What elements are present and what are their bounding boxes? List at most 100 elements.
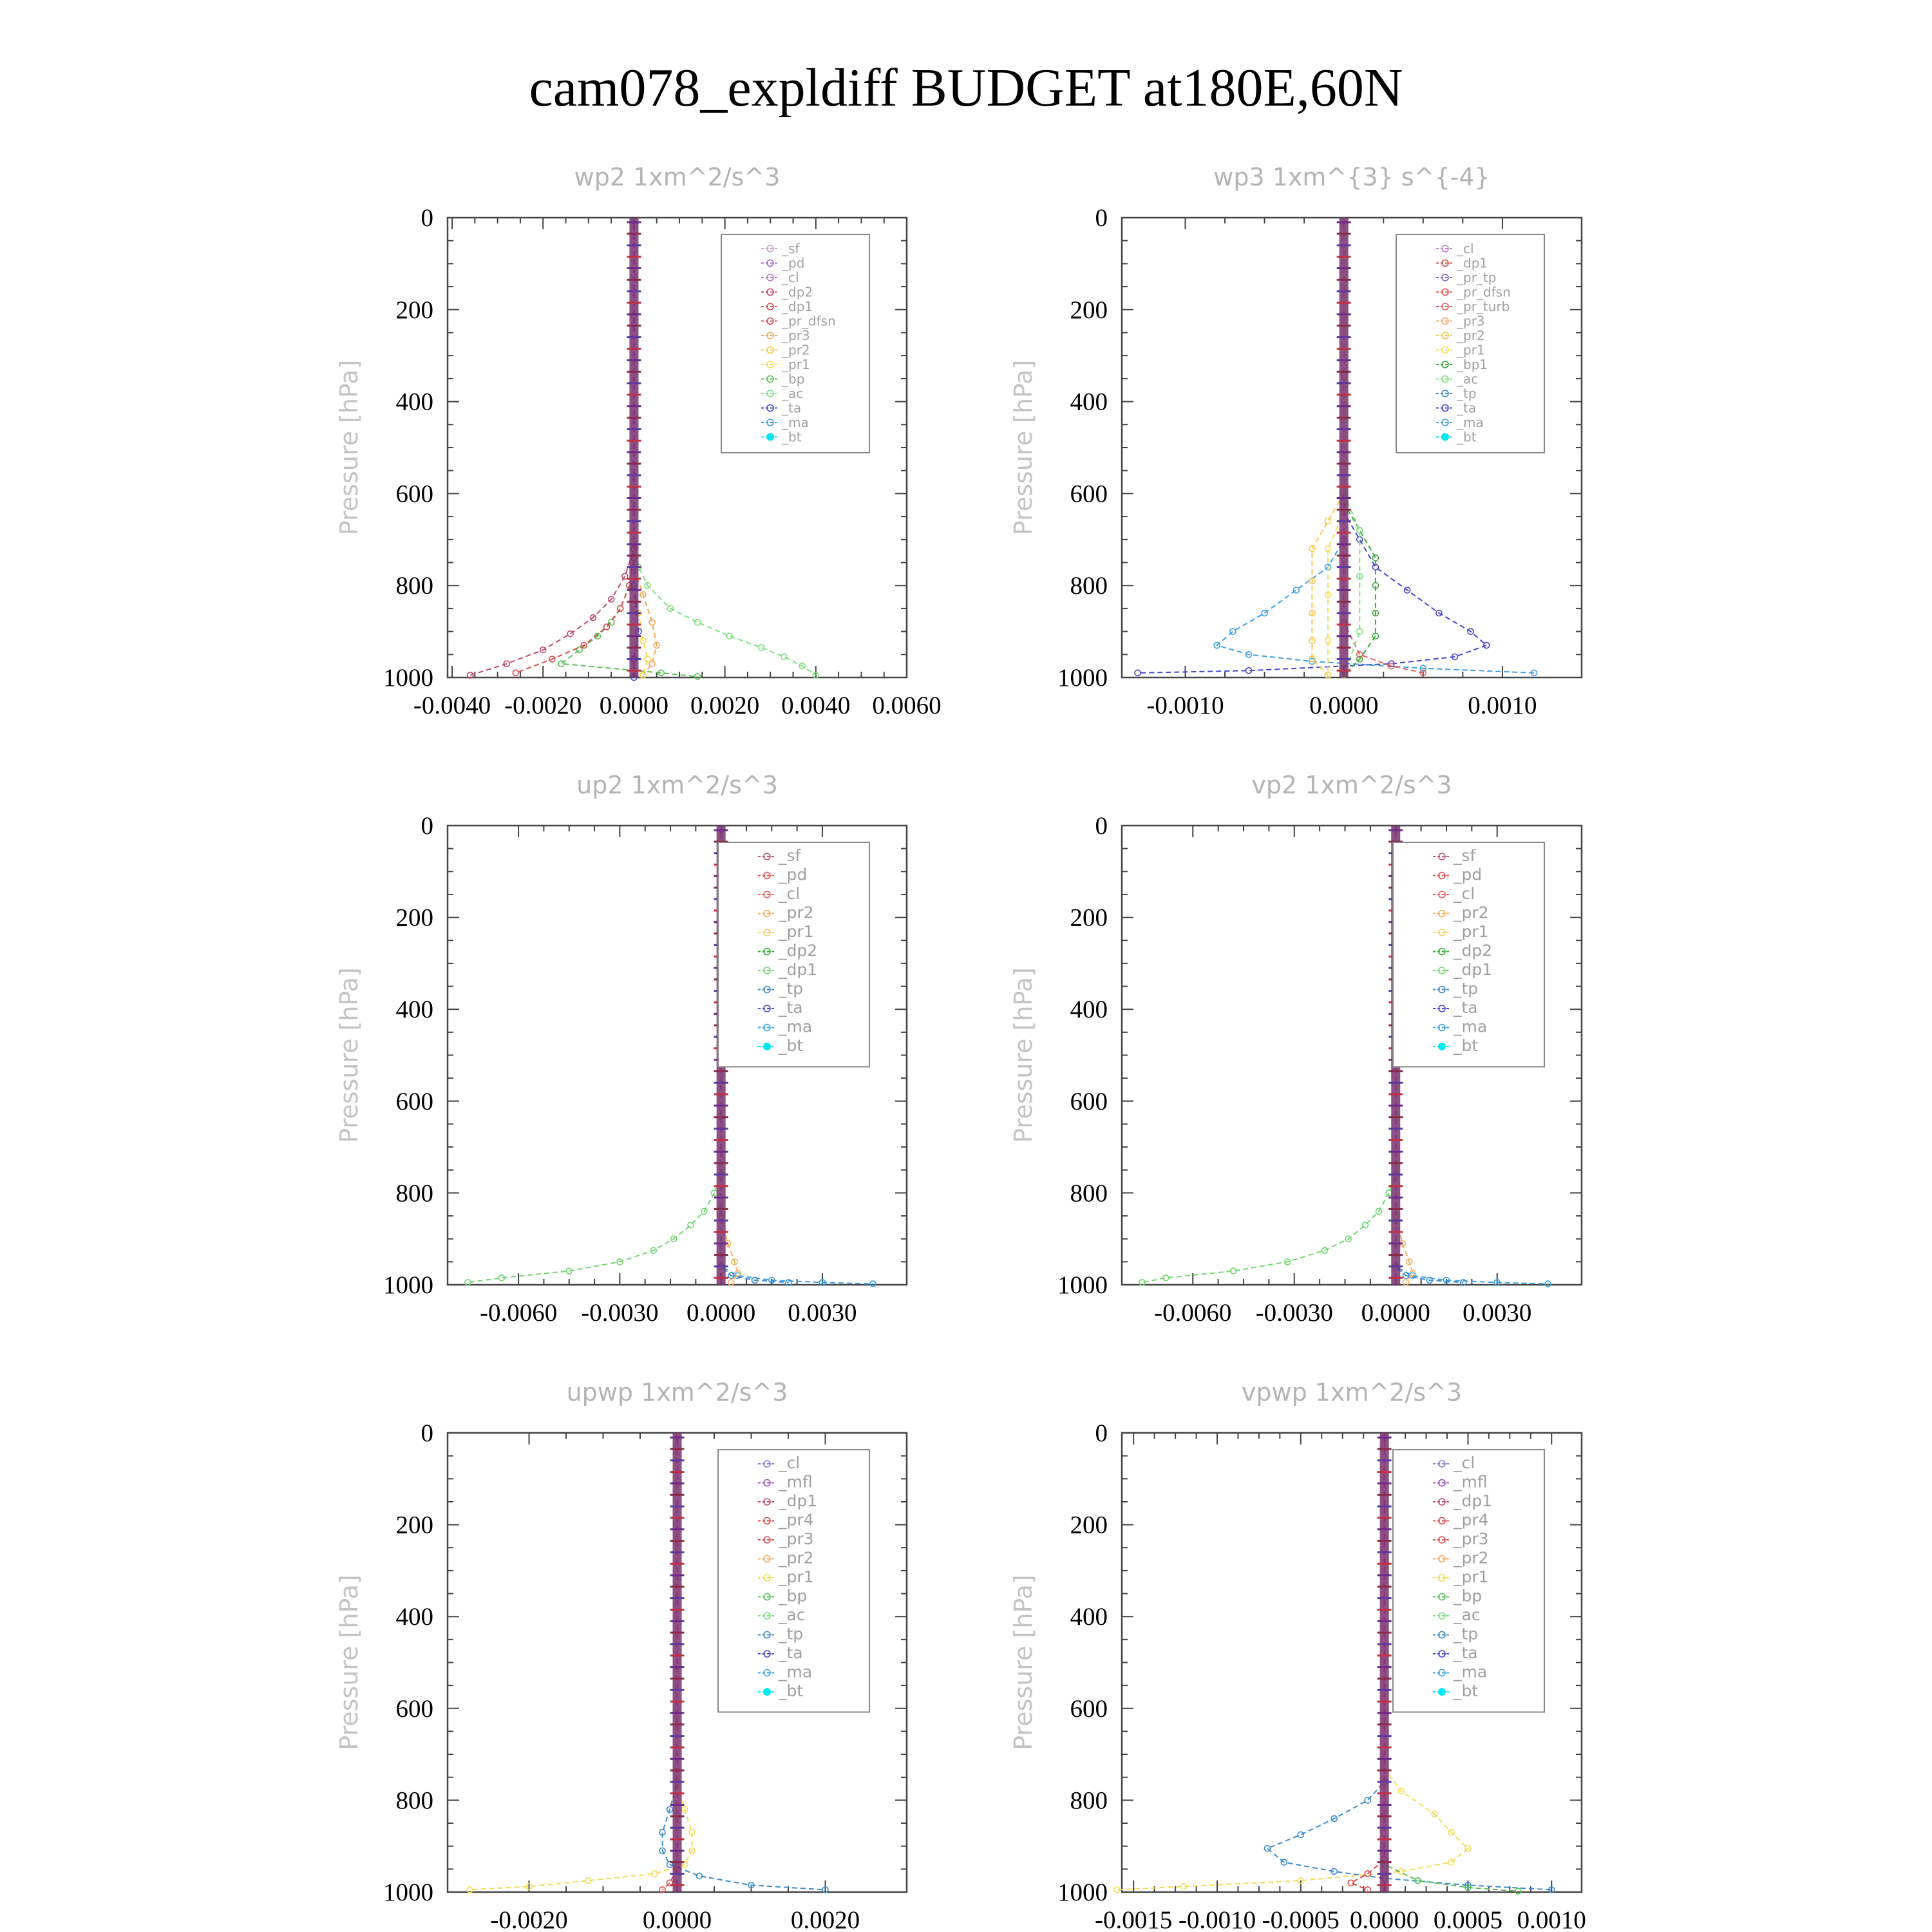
data-point bbox=[1356, 650, 1363, 658]
data-point bbox=[1409, 1269, 1416, 1277]
legend-entry: _ma bbox=[778, 1018, 812, 1036]
data-point bbox=[658, 669, 665, 677]
chart-panel-5: upwp 1xm^2/s^3 Pressure [hPa] 0 200 400 600 80… bbox=[335, 1378, 908, 1932]
legend-swatch-marker bbox=[1438, 947, 1446, 956]
zero-line-bundle bbox=[1379, 1433, 1389, 1892]
data-point bbox=[616, 1258, 623, 1265]
data-point bbox=[607, 596, 615, 603]
data-point bbox=[1229, 1267, 1237, 1274]
legend-swatch-marker bbox=[1441, 245, 1449, 252]
legend-swatch-marker bbox=[766, 317, 774, 325]
legend-swatch-marker bbox=[766, 346, 774, 354]
x-tick-label: 0.0000 bbox=[600, 692, 668, 719]
chart-panel-2: wp3 1xm^{3} s^{-4} Pressure [hPa] 0 200 400 6… bbox=[1009, 163, 1583, 719]
y-tick-label: 800 bbox=[396, 1179, 434, 1207]
x-tick-label: 0.0010 bbox=[1517, 1906, 1586, 1932]
legend-entry: _ta bbox=[1453, 1643, 1478, 1662]
legend-swatch-marker bbox=[1438, 1688, 1446, 1696]
data-point bbox=[498, 1274, 506, 1282]
y-tick-label: 200 bbox=[1070, 904, 1108, 932]
y-tick-label: 1000 bbox=[383, 1271, 433, 1299]
data-point bbox=[1309, 577, 1316, 585]
y-tick-label: 400 bbox=[1070, 996, 1108, 1023]
data-point bbox=[576, 646, 583, 654]
data-point bbox=[1113, 1886, 1121, 1893]
legend-entry: _dp2 bbox=[781, 285, 813, 300]
y-tick-label: 400 bbox=[396, 1603, 434, 1631]
data-point bbox=[1435, 609, 1443, 617]
data-point bbox=[1309, 656, 1316, 663]
data-point bbox=[607, 619, 615, 626]
data-point bbox=[1309, 637, 1316, 645]
legend: _sf_pd_cl_pr2_pr1_dp2_dp1_tp_ta_ma_bt bbox=[717, 842, 870, 1068]
data-point bbox=[567, 630, 574, 638]
x-tick-label: 0.0030 bbox=[788, 1299, 857, 1327]
data-point bbox=[639, 591, 647, 598]
y-tick-label: 200 bbox=[396, 296, 434, 324]
legend-swatch-marker bbox=[1438, 1555, 1446, 1563]
data-point bbox=[1283, 1258, 1291, 1265]
data-point bbox=[650, 1247, 658, 1254]
data-point bbox=[694, 673, 701, 680]
y-tick-label: 1000 bbox=[1057, 1271, 1108, 1299]
legend-swatch-marker bbox=[1438, 1479, 1446, 1487]
data-point bbox=[1309, 545, 1316, 553]
data-point bbox=[1213, 641, 1221, 649]
legend-swatch-marker bbox=[763, 1612, 771, 1620]
legend-entry: _bt bbox=[1453, 1681, 1478, 1700]
legend-swatch-marker bbox=[766, 375, 774, 383]
data-point bbox=[1402, 1279, 1410, 1286]
data-point bbox=[1162, 1274, 1170, 1282]
data-point bbox=[1467, 628, 1474, 635]
legend-swatch-marker bbox=[763, 1043, 771, 1050]
y-tick-label: 1000 bbox=[383, 664, 433, 692]
data-point bbox=[748, 1882, 755, 1889]
data-point bbox=[1364, 1870, 1371, 1877]
data-point bbox=[812, 672, 820, 679]
x-tick-label: -0.0060 bbox=[1154, 1299, 1231, 1327]
legend-swatch-marker bbox=[766, 404, 774, 412]
data-point bbox=[466, 1886, 473, 1893]
legend-swatch-marker bbox=[763, 1669, 771, 1677]
data-point bbox=[639, 637, 647, 645]
data-point bbox=[1134, 669, 1141, 677]
legend-entry: _cl bbox=[778, 884, 800, 903]
x-tick-label: -0.0020 bbox=[490, 1906, 567, 1932]
y-tick-label: 0 bbox=[421, 812, 434, 840]
legend-entry: _ta bbox=[778, 1643, 803, 1662]
data-point bbox=[585, 1877, 592, 1884]
legend-swatch-marker bbox=[1441, 390, 1449, 397]
y-tick-label: 0 bbox=[421, 1419, 434, 1447]
data-point bbox=[728, 1272, 735, 1280]
y-tick-label: 800 bbox=[1070, 572, 1108, 600]
x-tick-label: -0.0060 bbox=[480, 1299, 557, 1327]
series-line bbox=[1215, 218, 1535, 674]
legend-swatch-marker bbox=[1441, 317, 1449, 325]
legend-entry: _dp2 bbox=[778, 942, 817, 960]
series-line bbox=[469, 1433, 693, 1891]
legend-entry: _bt bbox=[778, 1681, 803, 1700]
x-tick-label: 0.0000 bbox=[1309, 692, 1378, 719]
data-point bbox=[1372, 609, 1379, 617]
y-tick-label: 400 bbox=[396, 388, 434, 416]
data-point bbox=[1347, 1879, 1355, 1887]
legend-swatch-marker bbox=[1441, 375, 1449, 383]
data-point bbox=[1375, 1208, 1383, 1215]
legend-swatch-marker bbox=[1438, 1536, 1446, 1544]
legend-swatch-marker bbox=[766, 245, 774, 252]
data-point bbox=[1229, 628, 1236, 635]
data-point bbox=[1419, 669, 1427, 677]
legend-swatch-marker bbox=[766, 433, 774, 441]
legend-swatch-marker bbox=[1441, 361, 1449, 368]
legend-swatch-marker bbox=[1438, 1574, 1446, 1582]
legend-swatch-marker bbox=[1438, 1460, 1446, 1468]
chart-panel-6: vpwp 1xm^2/s^3 Pressure [hPa] 0 200 400 600 80… bbox=[1009, 1378, 1586, 1932]
legend-entry: _dp2 bbox=[1453, 942, 1492, 960]
x-tick-label: 0.0020 bbox=[791, 1906, 860, 1932]
data-point bbox=[1245, 667, 1253, 674]
data-point bbox=[549, 656, 556, 663]
chart-panel-3: up2 1xm^2/s^3 Pressure [hPa] 0 200 400 600 800… bbox=[335, 771, 908, 1327]
legend-entry: _bt bbox=[1453, 1036, 1478, 1055]
zero-line-bundle bbox=[1339, 218, 1349, 677]
legend-swatch-marker bbox=[1441, 303, 1449, 310]
